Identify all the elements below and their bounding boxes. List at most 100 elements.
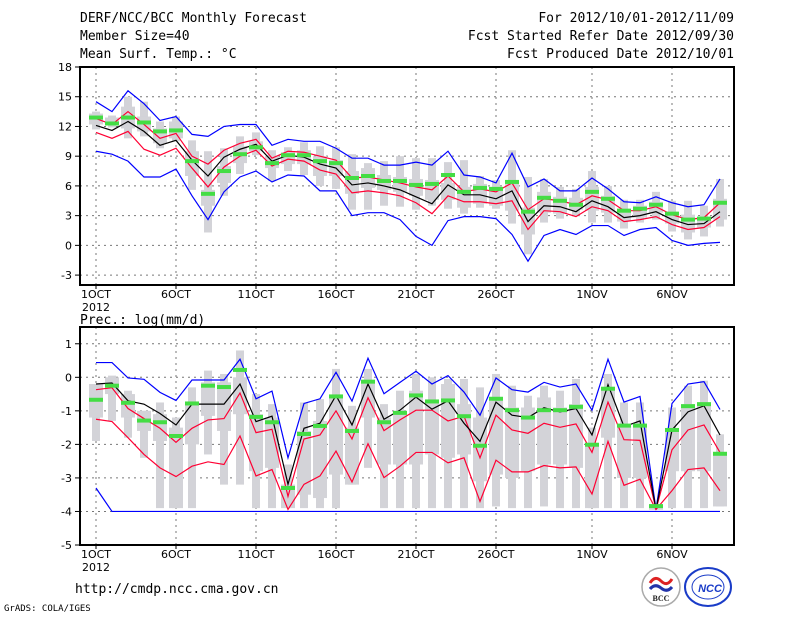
ensemble-box [249, 414, 263, 472]
ensemble-box [265, 417, 279, 468]
y-tick-label: -5 [61, 539, 72, 552]
y-tick-label: 0 [65, 239, 72, 252]
observed-marker [665, 427, 679, 432]
ensemble-box [601, 387, 615, 438]
ensemble-box [345, 171, 359, 194]
observed-marker [473, 185, 487, 190]
x-tick-label: 21OCT [397, 548, 434, 561]
x-tick-label: 1NOV [576, 548, 608, 561]
ensemble-box [569, 404, 583, 468]
ensemble-box [121, 394, 135, 418]
ensemble-box [425, 400, 439, 455]
observed-marker [329, 394, 343, 399]
observed-marker [89, 115, 103, 120]
ensemble-box [345, 427, 359, 485]
observed-marker [633, 206, 647, 211]
observed-marker [201, 191, 215, 196]
observed-marker [489, 186, 503, 191]
ensemble-box [217, 166, 231, 183]
x-tick-label: 6NOV [656, 548, 688, 561]
ensemble-box [697, 404, 711, 472]
x-tick-label: 1NOV [576, 288, 608, 301]
y-tick-label: 15 [58, 91, 72, 104]
observed-marker [137, 418, 151, 423]
forecast-produced-date: Fcst Produced Date 2012/10/01 [507, 47, 734, 62]
observed-marker [713, 451, 727, 456]
observed-marker [185, 159, 199, 164]
observed-marker [169, 434, 183, 438]
y-tick-label: 18 [58, 61, 72, 74]
observed-marker [121, 400, 135, 405]
observed-marker [649, 202, 663, 207]
x-tick-label: 1OCT [81, 548, 111, 561]
series-upper-line [95, 110, 721, 221]
observed-marker [153, 129, 167, 134]
observed-marker [697, 402, 711, 407]
ensemble-whisker [236, 350, 244, 485]
observed-marker [537, 408, 551, 413]
observed-marker [297, 153, 311, 158]
observed-marker [169, 128, 183, 133]
ensemble-box [633, 205, 647, 218]
observed-marker [281, 153, 295, 158]
ensemble-whisker [364, 368, 372, 468]
x-year-label: 2012 [82, 301, 110, 314]
observed-marker [105, 121, 119, 126]
observed-marker [505, 408, 519, 413]
observed-marker [329, 161, 343, 166]
observed-marker [441, 398, 455, 403]
x-tick-label: 16OCT [317, 288, 354, 301]
observed-marker [505, 179, 519, 184]
observed-marker [489, 396, 503, 401]
observed-marker [697, 216, 711, 221]
observed-marker [457, 189, 471, 194]
observed-marker [233, 152, 247, 157]
observed-marker [297, 431, 311, 436]
observed-marker [441, 173, 455, 178]
x-tick-label: 21OCT [397, 288, 434, 301]
series-mean-line [95, 382, 721, 510]
observed-marker [105, 383, 119, 388]
y-tick-label: 0 [65, 371, 72, 384]
observed-marker [361, 174, 375, 178]
y-tick-label: -3 [61, 472, 72, 485]
source-url[interactable]: http://cmdp.ncc.cma.gov.cn [75, 582, 279, 597]
observed-marker [601, 386, 615, 391]
observed-marker [201, 383, 215, 388]
ensemble-box [233, 377, 247, 415]
ensemble-box [185, 404, 199, 445]
forecast-start-date: Fcst Started Refer Date 2012/09/30 [467, 29, 734, 44]
observed-marker [249, 145, 263, 150]
series-upper-line [95, 387, 721, 510]
ensemble-box [297, 430, 311, 495]
ensemble-box [505, 179, 519, 211]
observed-marker [233, 367, 247, 372]
series-min-line [95, 150, 721, 263]
observed-marker [217, 385, 231, 390]
observed-marker [713, 200, 727, 205]
x-tick-label: 6NOV [656, 288, 688, 301]
y-tick-label: 9 [65, 150, 72, 163]
y-tick-label: 12 [58, 120, 72, 133]
series-min-line [95, 487, 720, 513]
ensemble-whisker [188, 387, 196, 509]
ensemble-box [713, 454, 727, 507]
ensemble-box [537, 397, 551, 465]
y-tick-label: -3 [61, 269, 72, 282]
observed-marker [601, 196, 615, 201]
observed-marker [121, 115, 135, 120]
observed-marker [153, 420, 167, 425]
observed-marker [345, 175, 359, 180]
observed-marker [665, 211, 679, 216]
plot-frame [79, 326, 735, 546]
ensemble-box [201, 382, 215, 416]
observed-marker [569, 404, 583, 409]
chart-title: DERF/NCC/BCC Monthly Forecast [80, 11, 307, 26]
observed-marker [681, 404, 695, 409]
observed-marker [393, 410, 407, 415]
x-year-label: 2012 [82, 561, 110, 574]
x-tick-label: 16OCT [317, 548, 354, 561]
plot-frame [79, 66, 735, 286]
